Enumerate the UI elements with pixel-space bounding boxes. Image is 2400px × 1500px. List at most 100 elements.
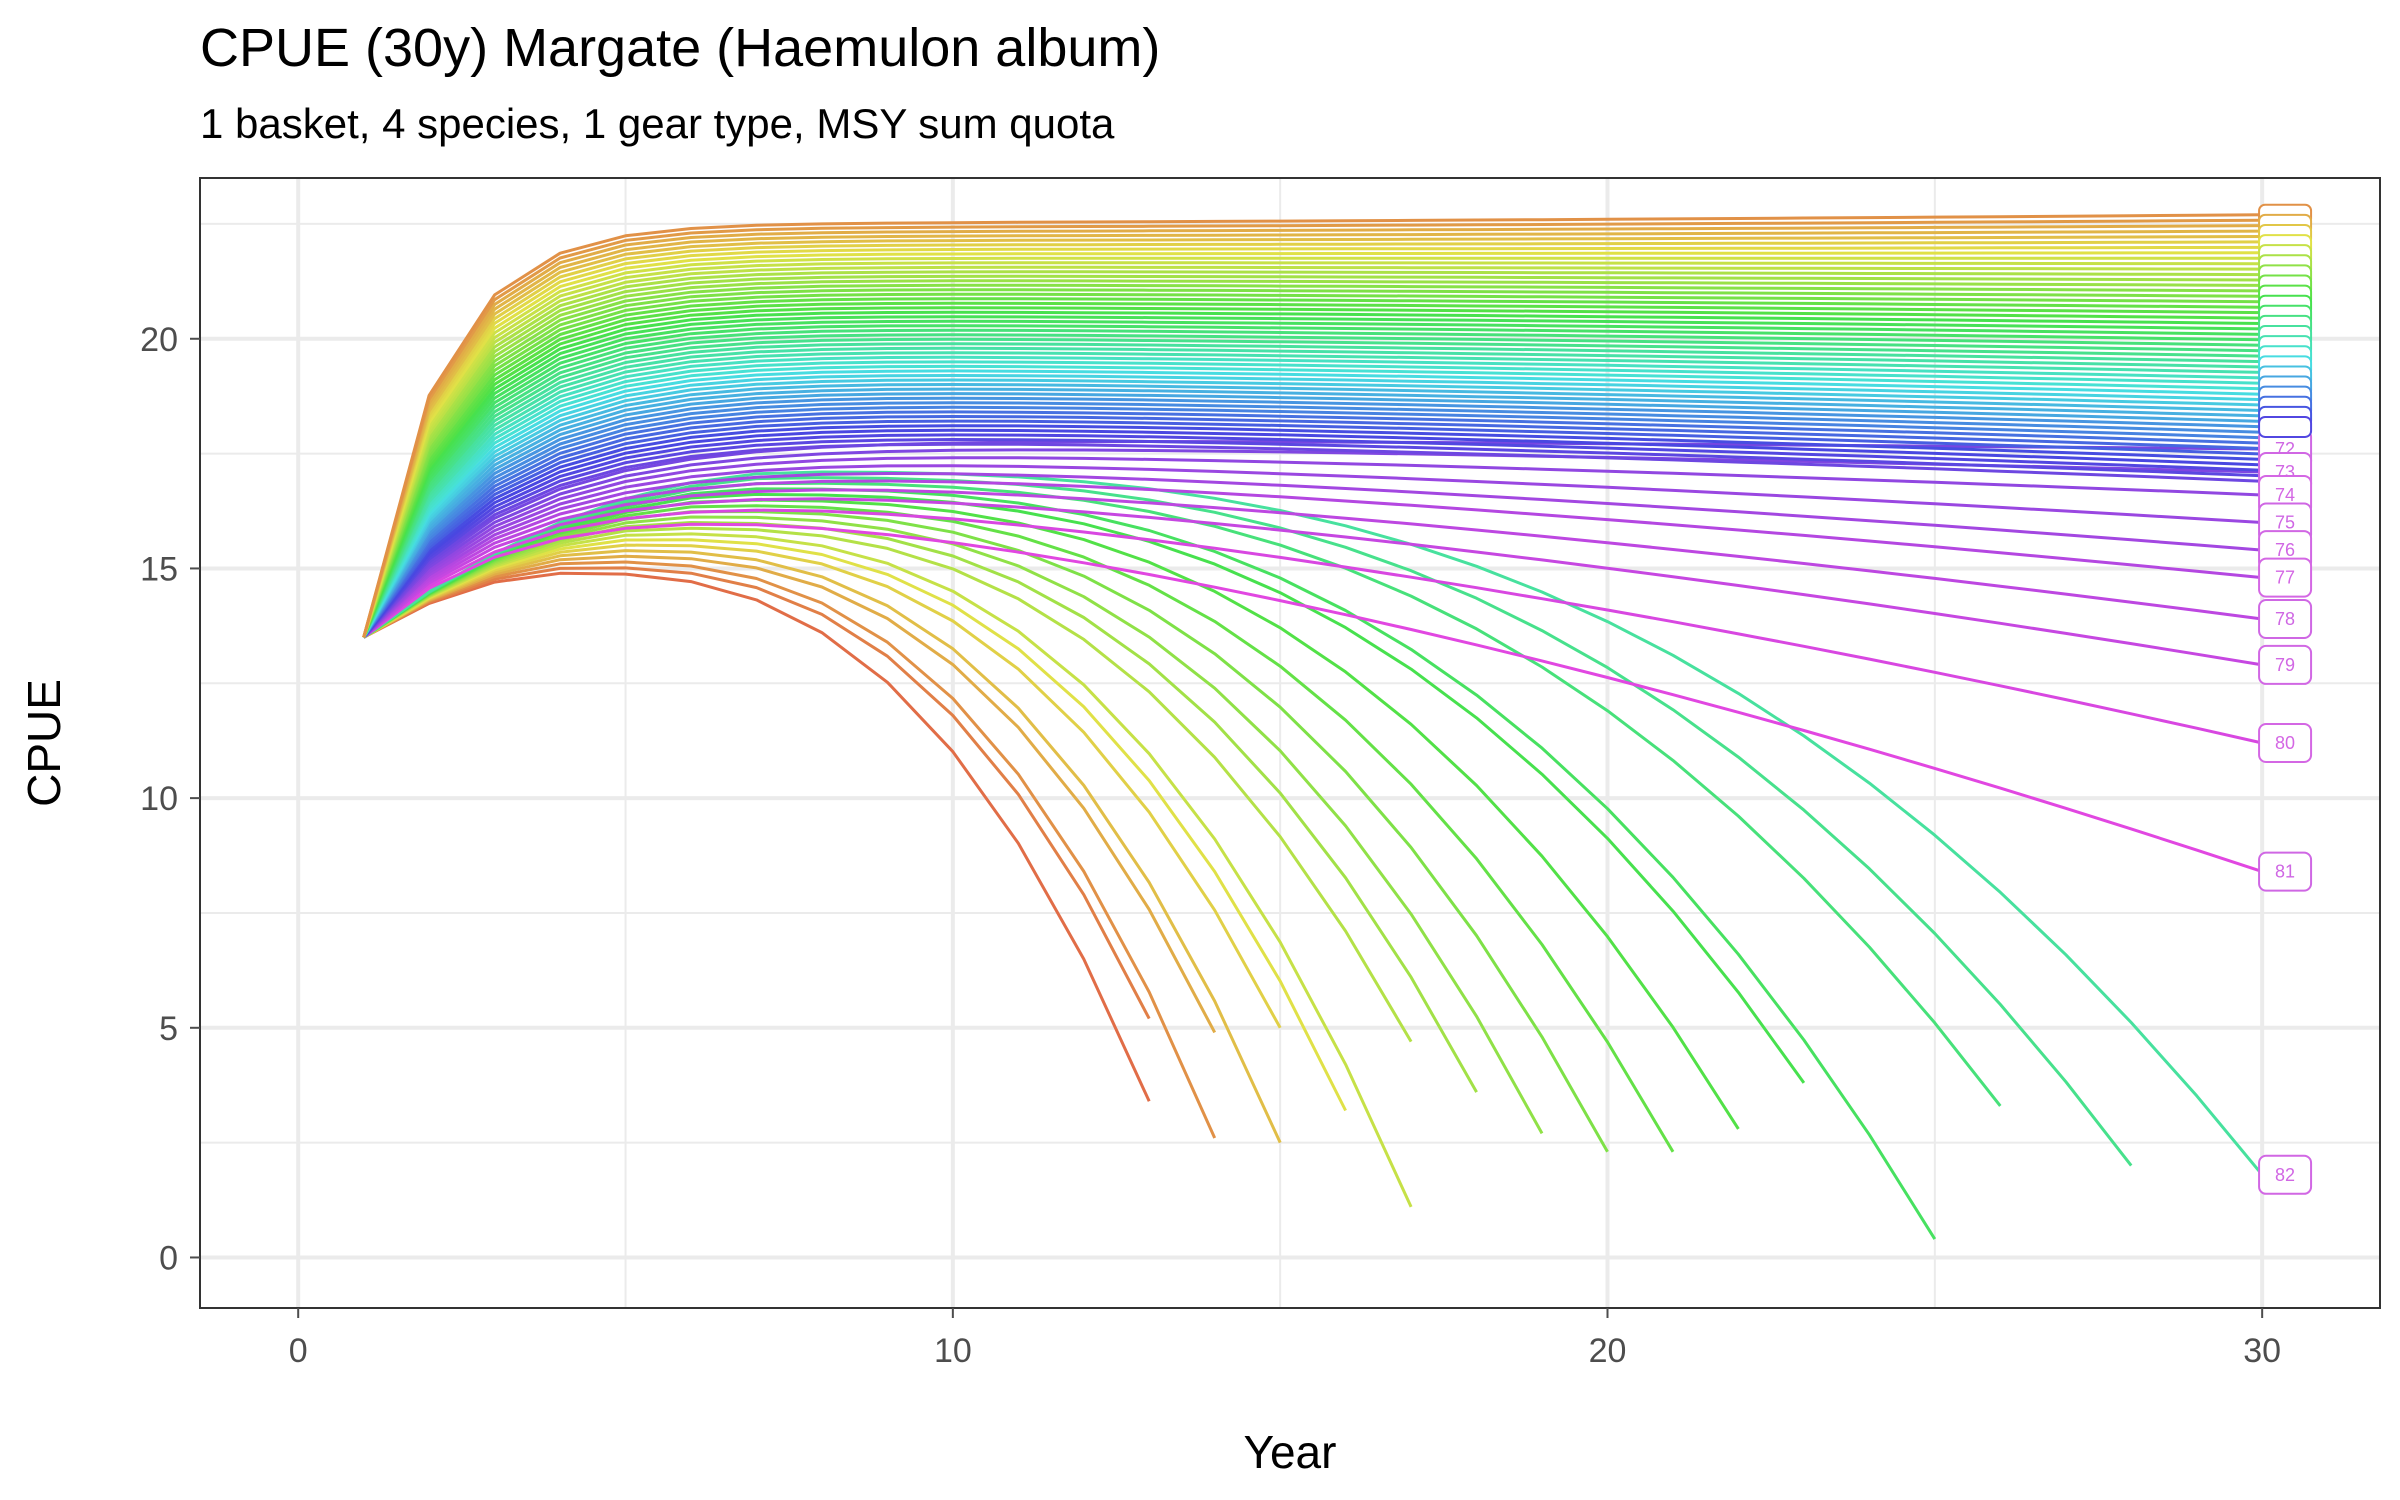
y-tick-label: 10 xyxy=(140,780,178,818)
series-line xyxy=(362,510,1609,1153)
series-line xyxy=(362,369,2263,639)
series-line xyxy=(362,504,1675,1153)
series-line xyxy=(362,292,2263,638)
series-line xyxy=(362,538,1347,1112)
y-axis-ticks: 0 5 10 15 20 xyxy=(140,321,200,1277)
series-line xyxy=(362,424,2263,639)
series-line xyxy=(362,213,2263,638)
end-label-text: 76 xyxy=(2275,540,2295,560)
series-line xyxy=(362,419,2263,639)
series-line xyxy=(362,415,2263,639)
x-tick-label: 20 xyxy=(1589,1332,1627,1370)
series-line xyxy=(362,522,2263,874)
series-line xyxy=(362,261,2263,638)
series-lines xyxy=(362,213,2264,1240)
series-line xyxy=(362,235,2263,638)
series-line xyxy=(362,301,2263,638)
plot-panel-border xyxy=(199,177,2381,1309)
series-line xyxy=(362,521,1478,1093)
y-tick-label: 0 xyxy=(159,1239,178,1277)
end-label-text: 81 xyxy=(2275,862,2295,882)
y-tick-label: 5 xyxy=(159,1010,178,1048)
series-line xyxy=(362,433,2263,639)
series-line xyxy=(362,410,2263,639)
series-line xyxy=(362,392,2263,639)
series-line xyxy=(362,508,2263,745)
series-line xyxy=(362,554,1217,1034)
series-line xyxy=(362,274,2263,638)
end-label-box xyxy=(2258,644,2313,685)
series-line xyxy=(362,438,2263,639)
series-line xyxy=(362,549,1282,1144)
series-line xyxy=(362,346,2263,638)
series-line xyxy=(362,364,2263,638)
series-line xyxy=(362,566,1151,1020)
series-line xyxy=(362,342,2263,638)
end-label-text: 75 xyxy=(2275,513,2295,533)
series-line xyxy=(363,571,1151,1102)
end-label-box xyxy=(2258,723,2313,763)
end-label-text: 79 xyxy=(2275,655,2295,675)
series-line xyxy=(362,487,1937,1240)
series-line xyxy=(362,279,2263,638)
end-label-text: 82 xyxy=(2275,1165,2295,1185)
series-line xyxy=(362,442,2263,639)
series-line xyxy=(362,306,2263,638)
x-tick-label: 0 xyxy=(289,1332,308,1370)
series-line xyxy=(362,497,2263,667)
end-label-text: 77 xyxy=(2275,568,2295,588)
series-line xyxy=(362,532,1413,1208)
series-line xyxy=(362,351,2263,638)
series-line xyxy=(362,405,2263,639)
series-line xyxy=(362,319,2263,638)
series-line xyxy=(362,396,2263,639)
end-label-box xyxy=(2258,1154,2313,1195)
series-line xyxy=(362,288,2263,638)
series-line xyxy=(362,229,2263,638)
series-line xyxy=(362,476,2133,1167)
series-line xyxy=(362,265,2263,638)
end-label-box xyxy=(2258,851,2313,892)
x-axis-title: Year xyxy=(1244,1426,1337,1478)
series-line xyxy=(362,481,2002,1107)
y-tick-label: 20 xyxy=(140,321,178,359)
series-line xyxy=(362,283,2263,638)
x-axis-ticks: 0 10 20 30 xyxy=(289,1308,2281,1370)
series-line xyxy=(362,324,2263,638)
series-line xyxy=(362,218,2263,638)
series-line xyxy=(362,378,2263,639)
series-line xyxy=(362,240,2263,638)
series-line xyxy=(362,387,2263,639)
series-line xyxy=(362,401,2263,639)
series-line xyxy=(362,488,2263,639)
end-label-box xyxy=(2258,415,2313,438)
series-line xyxy=(362,456,2263,639)
chart-subtitle: 1 basket, 4 species, 1 gear type, MSY su… xyxy=(200,100,1115,147)
series-line xyxy=(362,333,2263,638)
series-line xyxy=(362,543,1282,1029)
series-line xyxy=(362,440,2263,639)
series-line xyxy=(362,526,1413,1043)
series-line xyxy=(362,479,2263,639)
series-line xyxy=(362,337,2263,638)
series-line xyxy=(362,498,1740,1130)
series-line xyxy=(362,310,2263,638)
series-line xyxy=(362,328,2263,638)
series-line xyxy=(362,256,2263,638)
y-tick-label: 15 xyxy=(140,550,178,588)
end-label-text: 80 xyxy=(2275,733,2295,753)
series-line xyxy=(362,428,2263,639)
series-line xyxy=(362,355,2263,638)
series-line xyxy=(362,360,2263,638)
series-line xyxy=(362,464,2263,639)
end-label-text: 78 xyxy=(2275,609,2295,629)
series-line xyxy=(362,251,2263,638)
series-line xyxy=(362,270,2263,638)
y-axis-title: CPUE xyxy=(18,679,70,807)
series-line xyxy=(362,374,2263,639)
end-label-text: 74 xyxy=(2275,485,2295,505)
series-line xyxy=(362,383,2263,639)
series-line xyxy=(362,315,2263,638)
